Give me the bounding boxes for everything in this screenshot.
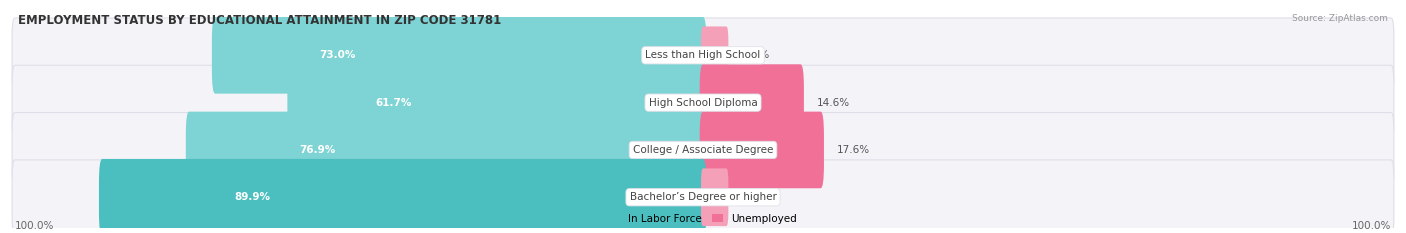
Text: 89.9%: 89.9%	[235, 192, 270, 202]
Legend: In Labor Force, Unemployed: In Labor Force, Unemployed	[605, 209, 801, 228]
FancyBboxPatch shape	[13, 18, 1393, 93]
FancyBboxPatch shape	[212, 17, 706, 94]
Text: Less than High School: Less than High School	[645, 50, 761, 60]
Text: 0.0%: 0.0%	[744, 192, 769, 202]
Text: College / Associate Degree: College / Associate Degree	[633, 145, 773, 155]
Text: Bachelor’s Degree or higher: Bachelor’s Degree or higher	[630, 192, 776, 202]
FancyBboxPatch shape	[700, 112, 824, 188]
Text: 61.7%: 61.7%	[375, 98, 412, 108]
Text: 14.6%: 14.6%	[817, 98, 851, 108]
Text: 0.0%: 0.0%	[744, 50, 769, 60]
FancyBboxPatch shape	[186, 112, 706, 188]
Text: 100.0%: 100.0%	[1353, 221, 1392, 231]
Text: EMPLOYMENT STATUS BY EDUCATIONAL ATTAINMENT IN ZIP CODE 31781: EMPLOYMENT STATUS BY EDUCATIONAL ATTAINM…	[18, 14, 502, 27]
Text: 73.0%: 73.0%	[319, 50, 356, 60]
FancyBboxPatch shape	[13, 65, 1393, 140]
FancyBboxPatch shape	[98, 159, 706, 233]
Text: 100.0%: 100.0%	[14, 221, 53, 231]
Text: High School Diploma: High School Diploma	[648, 98, 758, 108]
FancyBboxPatch shape	[13, 160, 1393, 233]
FancyBboxPatch shape	[13, 113, 1393, 187]
FancyBboxPatch shape	[700, 64, 804, 141]
FancyBboxPatch shape	[287, 64, 706, 141]
FancyBboxPatch shape	[702, 168, 728, 226]
Text: 17.6%: 17.6%	[838, 145, 870, 155]
Text: 76.9%: 76.9%	[299, 145, 336, 155]
FancyBboxPatch shape	[702, 27, 728, 84]
Text: Source: ZipAtlas.com: Source: ZipAtlas.com	[1292, 14, 1388, 23]
